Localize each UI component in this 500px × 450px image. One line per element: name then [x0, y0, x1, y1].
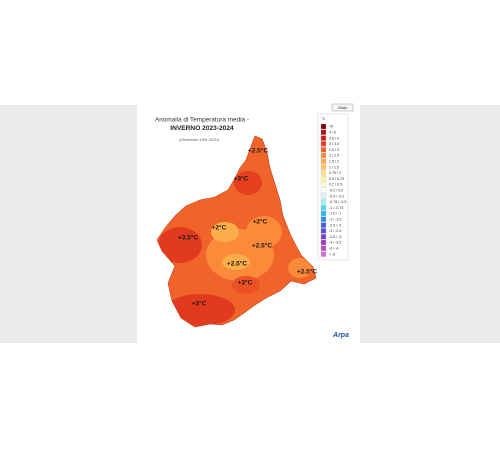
map-zone — [288, 258, 312, 278]
map-label: +2°C — [253, 218, 268, 226]
legend-label: 3.5 / 4 — [329, 136, 339, 140]
legend-label: -3 / -2.5 — [329, 229, 341, 233]
legend-swatch — [320, 210, 327, 217]
map-label: +2.5°C — [252, 242, 272, 250]
state-button-label[interactable]: Stato — [338, 105, 348, 110]
legend-swatch — [320, 193, 327, 199]
legend-label: -0.2 / 0.2 — [329, 188, 343, 192]
map-label: +3°C — [238, 279, 253, 287]
legend-swatch — [320, 129, 327, 135]
legend-label: 3 / 3.5 — [329, 142, 339, 146]
map-labels: +2.5°C +3°C +2°C +2°C +3.5°C +2.5°C +2.5°C +2.5… — [178, 147, 317, 308]
title-line1: Anomalia di Temperatura media - — [155, 117, 249, 124]
map-zone — [234, 171, 262, 195]
legend-label: -6 / -4 — [329, 246, 338, 250]
legend-label: >6 — [329, 125, 333, 129]
logo: Arpa — [332, 332, 349, 339]
map-zone — [211, 222, 239, 242]
legend-swatch — [320, 181, 327, 188]
legend-unit: °C — [321, 116, 326, 121]
legend-swatch — [320, 234, 327, 240]
legend-swatch — [320, 176, 327, 182]
map-zone — [165, 294, 235, 326]
map-zone — [158, 227, 202, 263]
legend-swatch — [320, 141, 327, 147]
legend-swatch — [320, 216, 327, 222]
map-label: +3°C — [192, 300, 207, 308]
map-zone — [246, 216, 282, 248]
legend-label: -0.75 / -0.5 — [329, 200, 346, 204]
legend-swatch — [320, 164, 327, 170]
legend-label: -3.5 / -3 — [329, 235, 341, 239]
legend-items: >64 / 6 3.5 / 4 3 / 3.5 2.5 / 3 2 / 2.51.5 /… — [320, 123, 346, 257]
map-zone — [222, 254, 250, 270]
map-label: +3.5°C — [178, 234, 198, 242]
legend-swatch — [320, 123, 327, 130]
legend-label: 0.75 / 1 — [329, 171, 341, 175]
map-label: +2.5°C — [297, 268, 317, 276]
reference-period: (riferimento 1991-2020) — [179, 138, 219, 142]
legend-swatch — [320, 147, 327, 153]
legend-label: 0.5 / 0.75 — [329, 177, 344, 181]
legend-swatch — [320, 187, 327, 193]
legend-swatch — [320, 199, 327, 205]
legend-swatch — [320, 245, 327, 251]
legend-swatch — [320, 205, 327, 211]
map-label: +2.5°C — [227, 260, 247, 268]
legend-label: 2.5 / 3 — [329, 148, 339, 152]
region-border — [156, 135, 317, 328]
legend-swatch — [320, 135, 327, 141]
legend-label: 1.5 / 2 — [329, 159, 339, 163]
map-label: +2°C — [212, 224, 227, 232]
map-label: +3°C — [234, 175, 249, 183]
legend-label: 0.2 / 0.5 — [329, 183, 342, 187]
legend-label: -2.5 / -2 — [329, 223, 341, 227]
legend-label: -4 / -3.5 — [329, 241, 341, 245]
legend-label: -0.5 / -0.2 — [329, 194, 344, 198]
legend-label: 4 / 6 — [329, 130, 336, 134]
legend-swatch — [320, 152, 327, 159]
legend-swatch — [320, 251, 327, 257]
legend-label: -2 / -1.5 — [329, 217, 341, 221]
legend-label: 2 / 2.5 — [329, 154, 339, 158]
legend-label: < -6 — [329, 252, 335, 256]
state-button[interactable] — [331, 103, 354, 112]
title-line2: INVERNO 2023-2024 — [170, 125, 234, 132]
legend-swatch — [320, 222, 327, 228]
legend-label: -1.5 / -1 — [329, 212, 341, 216]
map-zone — [232, 276, 260, 294]
legend-swatch — [320, 228, 327, 234]
map-label: +2.5°C — [248, 147, 268, 155]
legend-swatch — [320, 239, 327, 246]
legend-swatch — [320, 170, 327, 176]
legend-label: 1 / 1.5 — [329, 165, 339, 169]
legend-swatch — [320, 158, 327, 164]
legend-label: -1 / -0.75 — [329, 206, 343, 210]
